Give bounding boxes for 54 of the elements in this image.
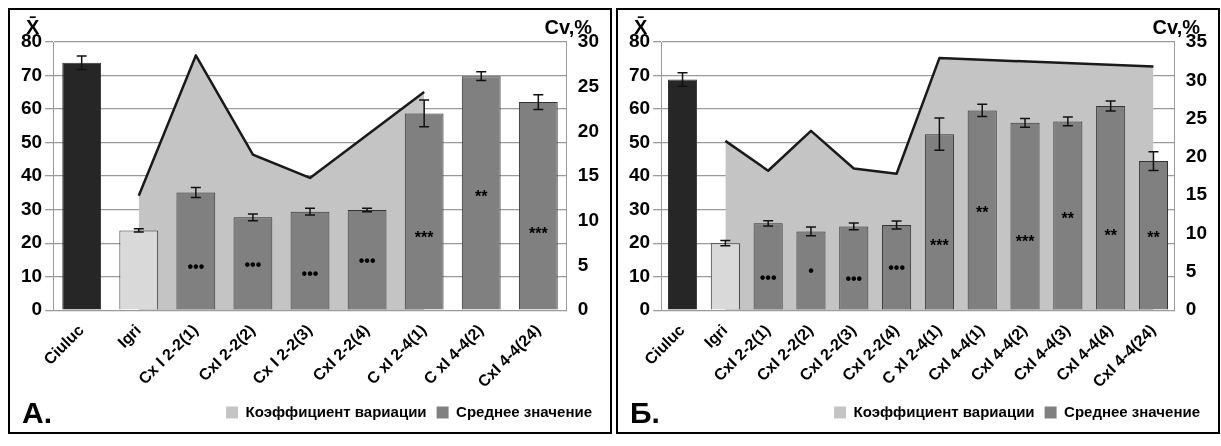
data-label: *** [1015,232,1036,250]
text: A. [22,396,52,430]
legend-label: Среднее значение [456,402,593,420]
y2-tick-label: 5 [577,253,589,275]
legend-label: Среднее значение [1064,402,1201,420]
data-label: ** [1104,226,1118,244]
y2-tick-label: 15 [1185,183,1208,205]
y-tick-label: 10 [628,264,651,286]
data-label: ••• [358,252,376,270]
data-label: ••• [759,268,777,286]
y-tick-label: 50 [628,130,651,152]
legend-label: Коэффициент вариации [245,402,427,420]
data-label: • [808,262,815,280]
y2-tick-label: 0 [1185,298,1197,320]
y-tick-label: 40 [628,164,651,186]
data-label: ** [975,204,990,222]
y2-tick-label: 30 [1185,68,1208,90]
data-label: ••• [187,257,205,275]
data-label: ** [1147,228,1161,246]
data-label: ** [1061,209,1075,227]
data-label: *** [414,229,435,247]
y-tick-label: 50 [20,130,43,152]
y2-tick-label: 10 [577,209,600,231]
data-label: ••• [244,255,262,273]
y-tick-label: 60 [628,97,651,119]
data-label: ••• [301,264,319,282]
y-tick-label: 40 [20,164,43,186]
legend-label: Коэффициент вариации [853,402,1035,420]
data-label: ** [475,187,489,205]
data-label: ••• [845,270,863,288]
y-tick-label: 10 [20,264,43,286]
y-tick-label: 70 [628,63,651,85]
y-tick-label: 20 [20,231,43,253]
y-tick-label: 0 [639,298,651,320]
y-tick-label: 20 [628,231,651,253]
y2-tick-label: 5 [1185,260,1197,282]
text: Б. [630,396,660,430]
x-tick-label: Igri [700,321,731,351]
y2-tick-label: 25 [577,74,600,96]
data-label: *** [528,225,549,243]
y-tick-label: 70 [20,63,43,85]
data-label: ••• [888,259,906,277]
y2-tick-label: 0 [577,298,589,320]
y2-tick-label: 15 [577,164,600,186]
data-label: *** [930,236,950,254]
y-tick-label: 60 [20,97,43,119]
x-tick-label: Igri [114,321,144,351]
y-tick-label: 30 [628,197,651,219]
y2-tick-label: 10 [1185,221,1208,243]
y2-tick-label: 20 [1185,145,1208,167]
y-tick-label: 30 [20,197,43,219]
y2-tick-label: 25 [1185,106,1208,128]
y-tick-label: 0 [31,298,43,320]
y2-tick-label: 20 [577,119,600,141]
